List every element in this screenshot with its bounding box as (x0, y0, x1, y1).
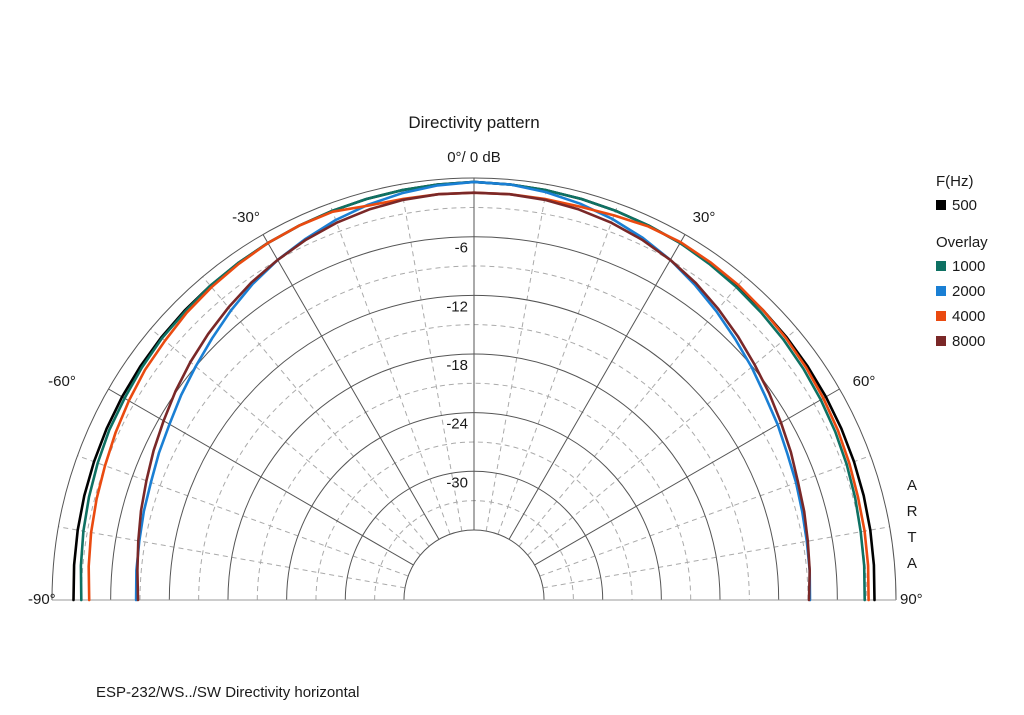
radial-tick-label: -12 (446, 298, 468, 315)
legend-label-8000: 8000 (952, 333, 985, 350)
grid-arc-solid (51, 177, 897, 601)
angle-tick-label--90: -90° (28, 591, 56, 608)
legend-swatch-1000 (936, 261, 946, 271)
watermark-letter: T (907, 529, 916, 546)
legend-label-500: 500 (952, 197, 977, 214)
legend-label-1000: 1000 (952, 258, 985, 275)
grid-arc-solid (110, 236, 838, 601)
angle-tick-label-90: 90° (900, 591, 923, 608)
angle-tick-label-60: 60° (853, 373, 876, 390)
legend-header-primary: F(Hz) (936, 173, 974, 190)
radial-tick-label: -24 (446, 416, 468, 433)
page-title: Directivity pattern (408, 113, 539, 132)
chart-caption: ESP-232/WS../SW Directivity horizontal (96, 684, 359, 701)
series-curve-8000 (136, 191, 811, 602)
grid-arc-solid (344, 470, 604, 601)
grid-arc-inner (403, 529, 545, 601)
angle-tick-label--60: -60° (48, 373, 76, 390)
radial-tick-label: -6 (455, 240, 468, 257)
radial-tick-label: -18 (446, 357, 468, 374)
grid-arc-solid (168, 294, 780, 601)
grid-arc-dashed (315, 441, 633, 601)
grid-arc-solid (227, 353, 721, 601)
angle-tick-label--30: -30° (232, 209, 260, 226)
watermark-letter: A (907, 477, 917, 494)
legend-swatch-500 (936, 200, 946, 210)
series-curve-2000 (134, 180, 812, 602)
series-curve-4000 (87, 191, 870, 602)
watermark-letter: R (907, 503, 918, 520)
legend-header-overlay: Overlay (936, 234, 988, 251)
legend-swatch-4000 (936, 311, 946, 321)
legend-label-4000: 4000 (952, 308, 985, 325)
angle-tick-label-0: 0°/ 0 dB (447, 149, 501, 166)
radial-tick-label: -30 (446, 474, 468, 491)
series-curve-1000 (79, 180, 866, 602)
watermark-letter: A (907, 555, 917, 572)
angle-tick-label-30: 30° (693, 209, 716, 226)
legend-swatch-8000 (936, 336, 946, 346)
grid-arc-solid (286, 412, 662, 601)
legend-swatch-2000 (936, 286, 946, 296)
legend-label-2000: 2000 (952, 283, 985, 300)
